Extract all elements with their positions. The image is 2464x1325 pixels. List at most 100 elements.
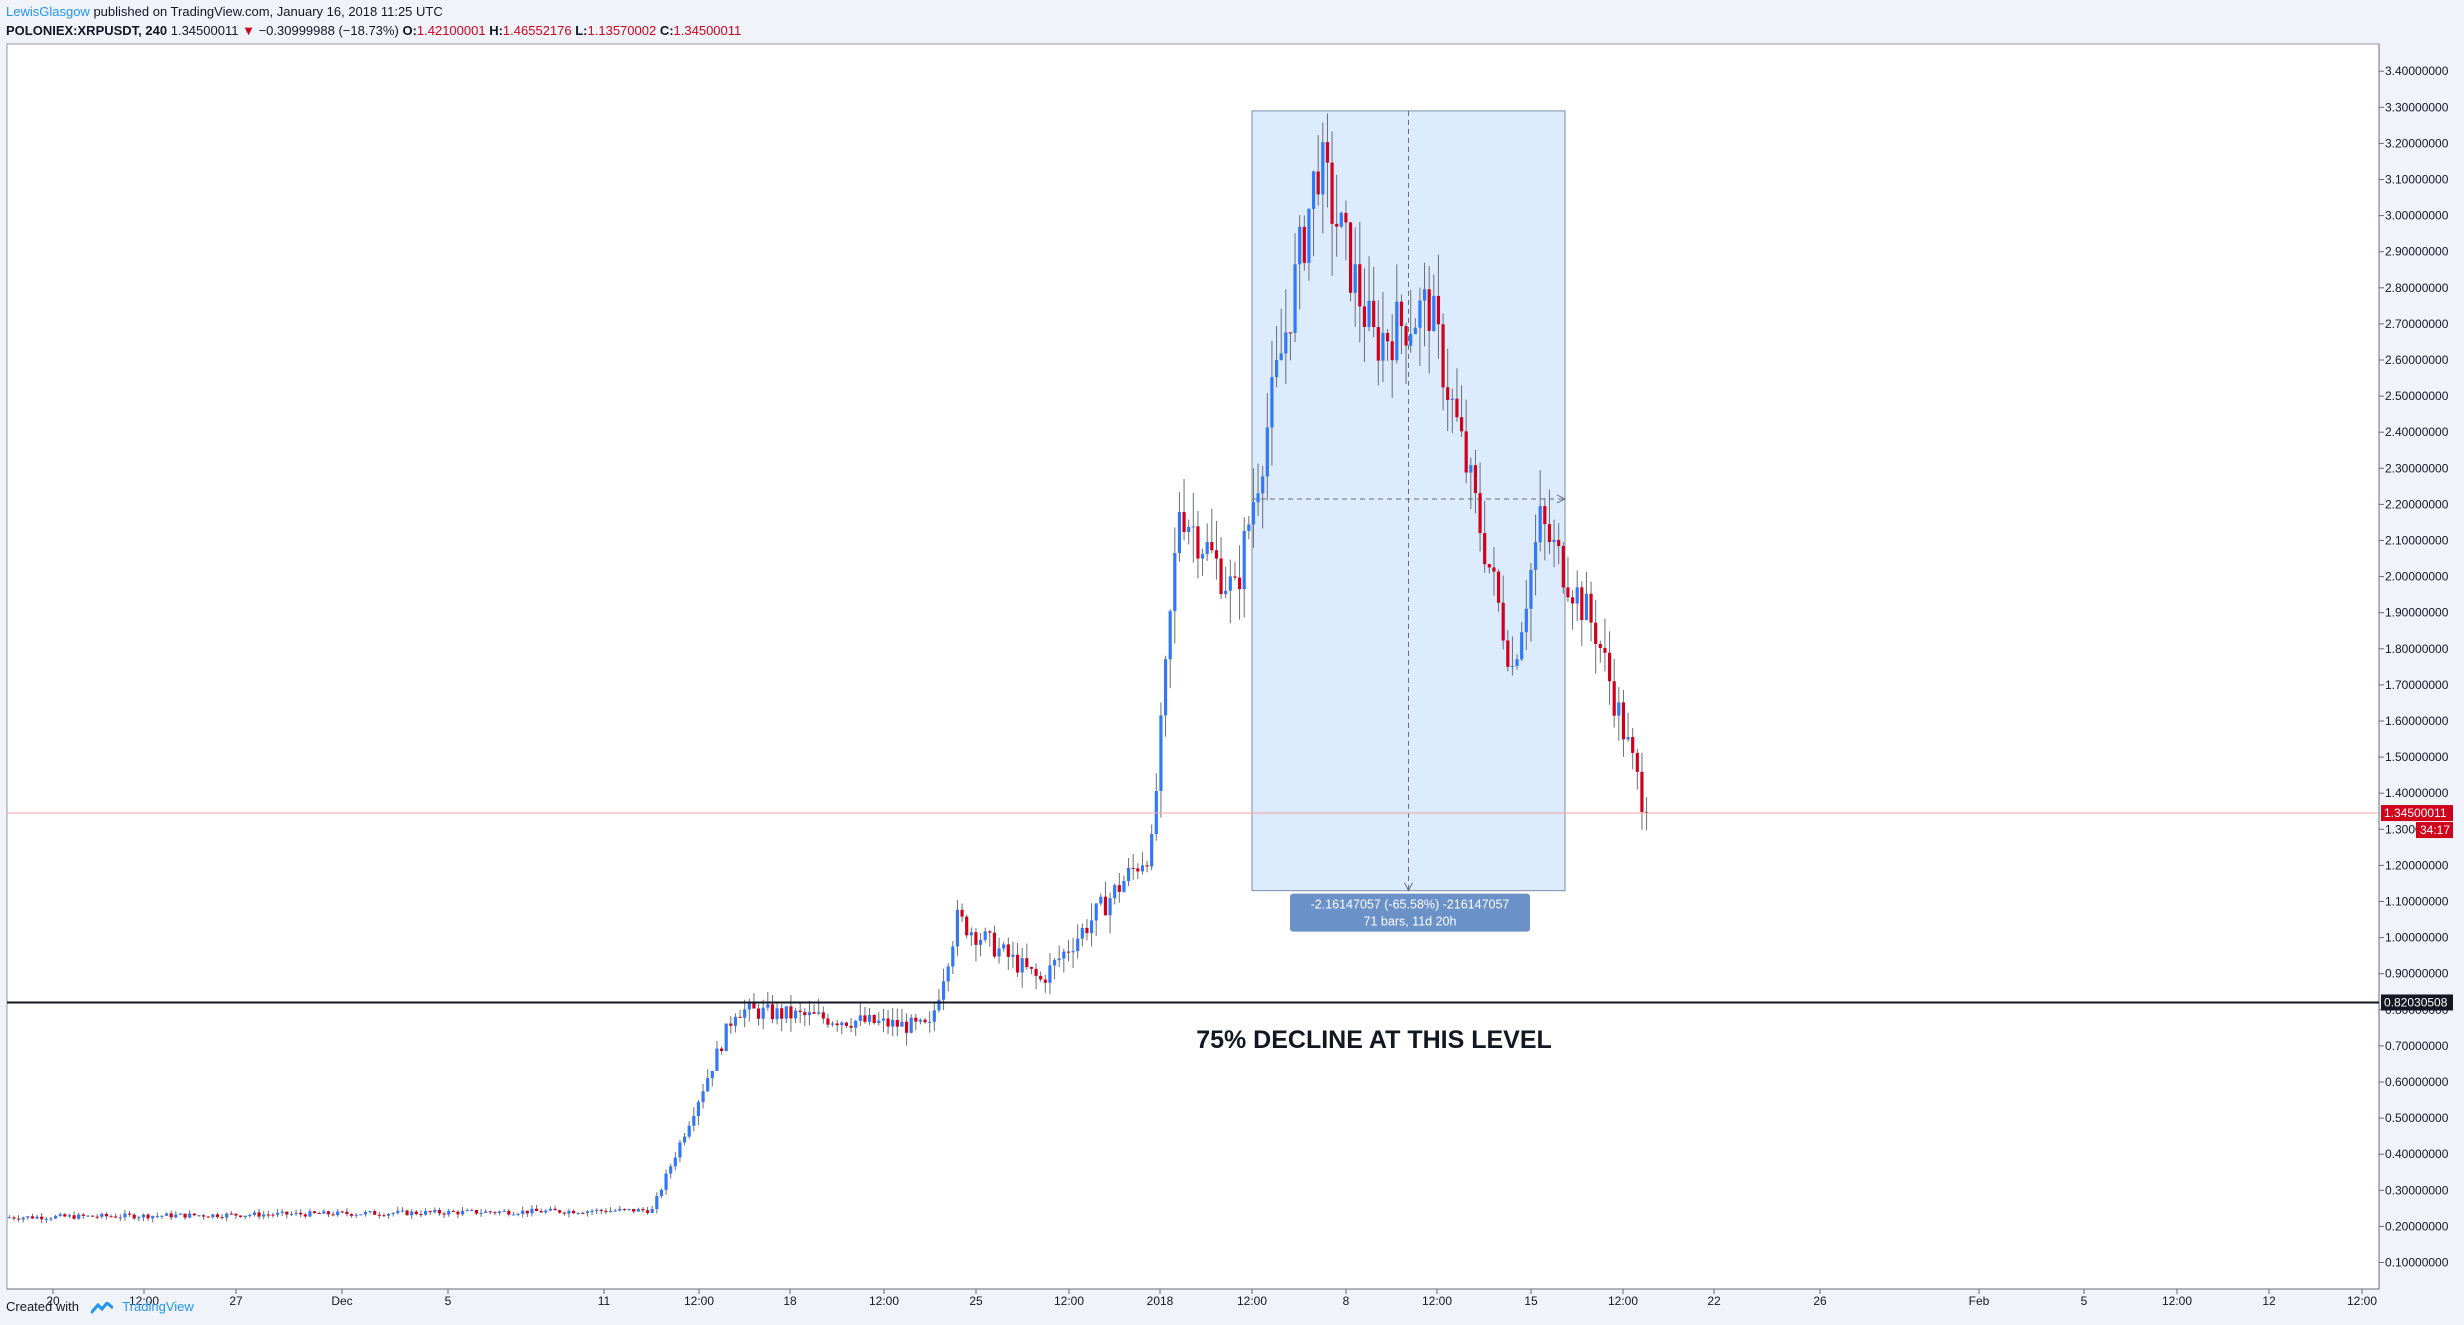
candle-body: [669, 1166, 673, 1174]
candle-body: [1298, 226, 1302, 265]
price-tick-label: 0.30000000: [2385, 1183, 2449, 1197]
time-tick-label: 25: [969, 1294, 983, 1308]
tradingview-logo-icon: [90, 1301, 113, 1314]
author-link[interactable]: LewisGlasgow: [6, 4, 90, 19]
candle-body: [988, 931, 992, 933]
open-value: 1.42100001: [416, 23, 486, 38]
candle-body: [1131, 867, 1135, 869]
candle-body: [1515, 659, 1519, 666]
candle-body: [234, 1213, 238, 1216]
candle-body: [312, 1211, 317, 1213]
candle-body: [511, 1214, 516, 1216]
price-tick-label: 2.90000000: [2385, 245, 2449, 259]
candle-body: [155, 1215, 159, 1217]
chart-pane[interactable]: [6, 43, 2380, 1290]
candle-body: [1080, 927, 1084, 939]
candle-body: [428, 1211, 432, 1213]
down-arrow-icon: ▼: [242, 23, 255, 38]
measure-change-text: -2.16147057 (-65.58%) -216147057: [1311, 898, 1510, 912]
candle-body: [1362, 306, 1367, 327]
candle-body: [280, 1211, 284, 1213]
candle-body: [1390, 341, 1394, 361]
candle-body: [784, 1006, 788, 1019]
candle-body: [1154, 790, 1158, 835]
candle-body: [1404, 326, 1408, 346]
candle-body: [1612, 681, 1616, 716]
candle-body: [544, 1210, 548, 1213]
candle-body: [1617, 702, 1621, 716]
candle-body: [599, 1209, 603, 1211]
candle-body: [1557, 539, 1561, 547]
time-tick-label: 5: [2081, 1294, 2088, 1308]
candle-body: [1270, 377, 1274, 428]
tradingview-link[interactable]: TradingView: [122, 1299, 194, 1314]
time-tick-label: 2018: [1147, 1294, 1174, 1308]
candle-body: [1325, 142, 1330, 163]
candle-body: [1575, 587, 1579, 604]
candle-body: [419, 1214, 423, 1216]
candle-body: [965, 916, 969, 936]
candle-body: [331, 1214, 335, 1216]
candle-body: [1242, 530, 1246, 590]
candle-body: [904, 1021, 909, 1033]
candle-body: [946, 966, 950, 982]
candle-body: [581, 1212, 585, 1214]
candle-body: [1039, 975, 1043, 980]
candle-body: [1520, 632, 1524, 660]
time-tick-label: 22: [1707, 1294, 1721, 1308]
candle-body: [1459, 417, 1464, 432]
candle-body: [798, 1010, 802, 1013]
candle-body: [26, 1216, 30, 1218]
candle-body: [1113, 885, 1117, 899]
measure-bars-text: 71 bars, 11d 20h: [1364, 915, 1457, 929]
candle-body: [1483, 533, 1487, 565]
candle-body: [1510, 665, 1515, 667]
candle-body: [1284, 332, 1288, 354]
candle-body: [340, 1211, 344, 1213]
candle-body: [1524, 608, 1528, 633]
candle-body: [30, 1216, 35, 1219]
candle-body: [81, 1214, 85, 1216]
time-tick-label: 11: [598, 1294, 611, 1308]
candle-body: [1376, 327, 1380, 361]
candle-body: [525, 1210, 529, 1214]
time-axis[interactable]: 20 12:00 27 Dec 5 11 12:00 18 12:00 25 12:00 2018 12…: [46, 1289, 2377, 1308]
candle-body: [1247, 524, 1251, 531]
candle-body: [854, 1020, 858, 1028]
price-tick-label: 3.30000000: [2385, 100, 2449, 114]
candle-body: [1071, 951, 1075, 953]
time-tick-label: 12:00: [869, 1294, 899, 1308]
candle-body: [576, 1212, 580, 1214]
candle-body: [1432, 295, 1436, 331]
candle-body: [1191, 526, 1195, 528]
candle-body: [914, 1017, 918, 1022]
candle-body: [604, 1210, 608, 1213]
candle-body: [1487, 564, 1491, 568]
candle-body: [1441, 324, 1445, 388]
candle-body: [678, 1142, 682, 1158]
time-tick-label: Feb: [1969, 1294, 1990, 1308]
candle-body: [641, 1209, 645, 1211]
candle-body: [516, 1213, 520, 1215]
close-value: 1.34500011: [673, 23, 742, 38]
candle-body: [437, 1210, 442, 1214]
price-tick-label: 2.60000000: [2385, 353, 2449, 367]
price-axis[interactable]: 0.10000000 0.20000000 0.30000000 0.40000000…: [2379, 64, 2453, 1270]
candle-body: [493, 1212, 497, 1214]
price-tick-label: 1.10000000: [2385, 895, 2449, 909]
candle-body: [673, 1157, 677, 1167]
candle-body: [1395, 301, 1399, 361]
candle-body: [632, 1208, 636, 1212]
candle-body: [1339, 212, 1343, 227]
candle-body: [1274, 359, 1279, 378]
candle-body: [1547, 524, 1552, 543]
candle-body: [1464, 431, 1468, 473]
candle-body: [456, 1211, 460, 1215]
candle-body: [1205, 542, 1209, 555]
candle-body: [127, 1213, 132, 1215]
candle-body: [1492, 567, 1496, 572]
measure-down-arrow-icon: [1404, 882, 1413, 892]
candle-body: [817, 1012, 821, 1014]
candle-body: [955, 909, 960, 947]
